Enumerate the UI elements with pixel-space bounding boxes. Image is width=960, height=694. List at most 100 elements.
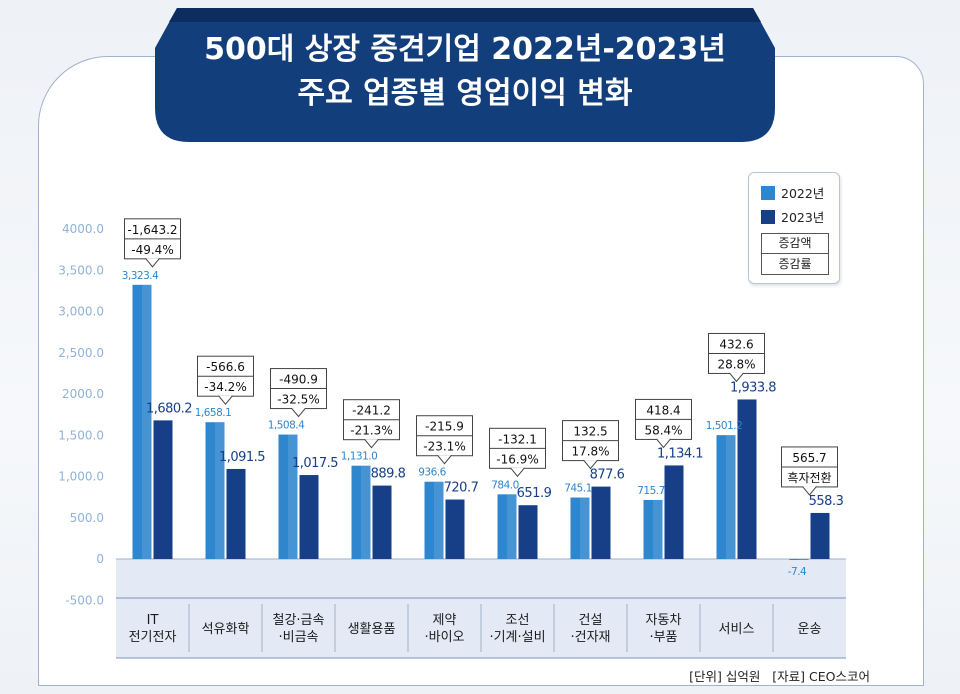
footer-note: [단위] 십억원 [자료] CEO스코어 bbox=[689, 666, 870, 685]
change-box-pointer bbox=[656, 438, 671, 449]
change-amount-label: 132.5 bbox=[573, 425, 607, 439]
x-tick-label: 철강·금속 bbox=[273, 613, 325, 628]
y-tick-label: 0 bbox=[96, 552, 104, 566]
data-label-2023: 877.6 bbox=[590, 468, 625, 483]
y-tick-label: 1,000.0 bbox=[58, 470, 104, 484]
data-label-2022: 1,131.0 bbox=[341, 451, 378, 463]
change-rate-label: 17.8% bbox=[571, 445, 609, 459]
bar-2022 bbox=[716, 435, 736, 559]
data-label-2022: 1,508.4 bbox=[268, 420, 305, 432]
title-line-2: 주요 업종별 영업이익 변화 bbox=[297, 76, 633, 111]
change-amount-label: -1,643.2 bbox=[127, 223, 177, 237]
change-rate-label: -34.2% bbox=[204, 380, 246, 394]
change-rate-label: -32.5% bbox=[277, 393, 319, 407]
change-amount-label: 418.4 bbox=[646, 403, 680, 417]
bar-2023 bbox=[153, 420, 173, 559]
legend-change-rate: 증감률 bbox=[778, 257, 812, 271]
y-tick-label: 3,000.0 bbox=[58, 305, 104, 319]
y-tick-label: 2000.0 bbox=[62, 387, 104, 401]
legend-item-2022: 2022년 bbox=[761, 183, 824, 202]
bar-2022-shade bbox=[215, 422, 225, 559]
x-tick-label: 건설 bbox=[579, 613, 603, 628]
unit-note: [단위] 십억원 bbox=[689, 669, 761, 684]
legend-label-2023: 2023년 bbox=[781, 210, 825, 225]
data-label-2023: 651.9 bbox=[517, 486, 552, 501]
bar-2023 bbox=[445, 499, 465, 559]
change-rate-label: 흑자전환 bbox=[787, 471, 831, 485]
bar-2023 bbox=[299, 475, 319, 559]
bar-2022-shade bbox=[288, 434, 298, 559]
data-label-2023: 558.3 bbox=[809, 494, 844, 509]
source-note: [자료] CEO스코어 bbox=[772, 669, 870, 684]
bar-2022-shade bbox=[507, 494, 517, 559]
change-amount-label: -566.6 bbox=[206, 360, 245, 374]
change-rate-label: -16.9% bbox=[496, 452, 538, 466]
legend-change-box: 증감액 증감률 bbox=[761, 233, 829, 275]
y-tick-label: 1,500.0 bbox=[58, 428, 104, 442]
legend-swatch-2022 bbox=[761, 186, 775, 200]
change-box-pointer bbox=[510, 467, 525, 478]
y-tick-label: 4000.0 bbox=[62, 222, 104, 236]
bar-2022-shade bbox=[434, 481, 444, 559]
bar-2023 bbox=[518, 505, 538, 559]
change-rate-label: -49.4% bbox=[131, 243, 173, 257]
x-tick-label: 운송 bbox=[798, 622, 822, 637]
x-tick-label: 제약 bbox=[433, 613, 457, 628]
data-label-2022: 3,323.4 bbox=[122, 270, 159, 282]
data-label-2022: 784.0 bbox=[491, 479, 519, 491]
title-ribbon bbox=[155, 8, 775, 142]
change-rate-label: -21.3% bbox=[350, 424, 392, 438]
negative-band bbox=[116, 559, 846, 601]
legend-change-amount: 증감액 bbox=[762, 234, 828, 254]
y-tick-label: 2,500.0 bbox=[58, 346, 104, 360]
x-tick-label: ·건자재 bbox=[570, 630, 610, 645]
bar-2022 bbox=[643, 499, 663, 559]
bar-2022 bbox=[205, 422, 225, 559]
chart-title: 500대 상장 중견기업 2022년-2023년 주요 업종별 영업이익 변화 bbox=[155, 28, 775, 116]
bar-2022-shade bbox=[653, 499, 663, 559]
data-label-2022: 936.6 bbox=[418, 467, 446, 479]
data-label-2022: 1,501.2 bbox=[706, 420, 743, 432]
x-tick-label: 석유화학 bbox=[202, 622, 250, 637]
data-label-2023: 889.8 bbox=[371, 467, 406, 482]
change-box-pointer bbox=[291, 407, 306, 418]
change-amount-label: 432.6 bbox=[719, 337, 753, 351]
x-tick-label: ·기계·설비 bbox=[489, 630, 545, 645]
bar-2023 bbox=[591, 486, 611, 559]
bar-2023 bbox=[737, 399, 757, 559]
bar-2022 bbox=[351, 465, 371, 559]
change-box-pointer bbox=[145, 258, 160, 268]
change-amount-label: -132.1 bbox=[498, 432, 537, 446]
data-label-2023: 1,134.1 bbox=[657, 446, 703, 461]
data-label-2022: 745.1 bbox=[564, 483, 592, 495]
change-box-pointer bbox=[729, 372, 744, 383]
x-tick-label: ·비금속 bbox=[278, 630, 318, 645]
x-tick-label: ·바이오 bbox=[424, 630, 464, 645]
change-box-pointer bbox=[583, 459, 598, 470]
change-box-pointer bbox=[437, 454, 452, 465]
change-rate-label: 58.4% bbox=[644, 423, 682, 437]
x-tick-label: 생활용품 bbox=[348, 622, 396, 637]
bar-2022 bbox=[497, 494, 517, 559]
y-tick-label: 500.0 bbox=[70, 511, 104, 525]
legend-label-2022: 2022년 bbox=[781, 186, 825, 201]
legend-item-2023: 2023년 bbox=[761, 207, 824, 226]
data-label-2023: 720.7 bbox=[444, 481, 479, 496]
data-label-2022: 1,658.1 bbox=[195, 407, 232, 419]
change-box-pointer bbox=[218, 395, 233, 405]
title-line-1: 500대 상장 중견기업 2022년-2023년 bbox=[204, 32, 726, 67]
bar-2023 bbox=[372, 485, 392, 559]
x-tick-label: IT bbox=[147, 613, 159, 628]
change-rate-label: -23.1% bbox=[423, 440, 465, 454]
bar-2022-shade bbox=[799, 559, 809, 560]
x-tick-label: 전기전자 bbox=[129, 630, 177, 645]
bar-2022-shade bbox=[726, 435, 736, 559]
data-label-2023: 1,680.2 bbox=[146, 401, 192, 416]
bar-2022 bbox=[789, 559, 809, 560]
bar-2022-shade bbox=[580, 497, 590, 559]
data-label-2023: 1,017.5 bbox=[292, 456, 338, 471]
change-amount-label: 565.7 bbox=[792, 451, 826, 465]
x-tick-label: 서비스 bbox=[719, 622, 755, 637]
data-label-2023: 1,091.5 bbox=[219, 450, 265, 465]
